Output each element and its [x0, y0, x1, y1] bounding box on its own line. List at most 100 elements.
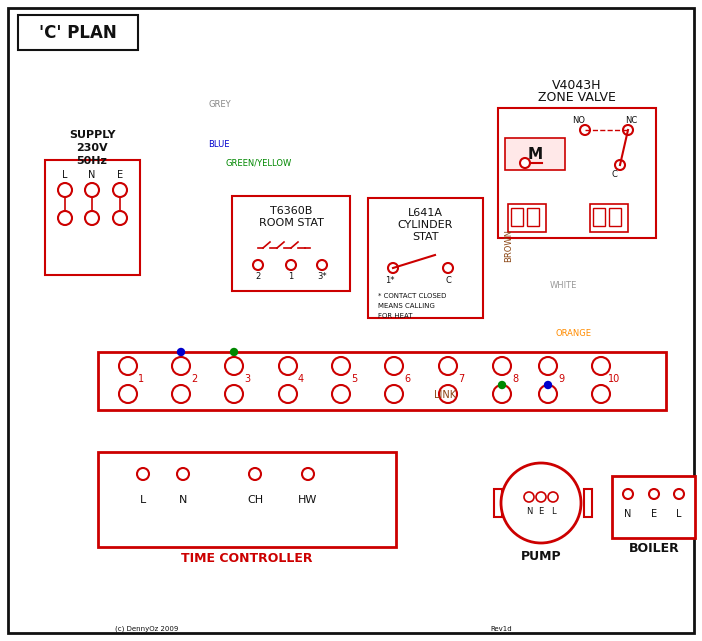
- Text: ROOM STAT: ROOM STAT: [258, 218, 324, 228]
- Bar: [511, 208, 523, 226]
- Circle shape: [58, 211, 72, 225]
- Text: M: M: [527, 147, 543, 162]
- Text: GREY: GREY: [208, 99, 231, 108]
- Circle shape: [524, 492, 534, 502]
- Text: SUPPLY: SUPPLY: [69, 130, 115, 140]
- Circle shape: [592, 357, 610, 375]
- Circle shape: [113, 211, 127, 225]
- Text: 1*: 1*: [385, 276, 395, 285]
- Text: 6: 6: [404, 374, 410, 384]
- Circle shape: [225, 357, 243, 375]
- Circle shape: [172, 385, 190, 403]
- Circle shape: [501, 463, 581, 543]
- Circle shape: [439, 357, 457, 375]
- Text: N: N: [179, 495, 187, 505]
- Bar: [494, 489, 502, 517]
- Text: ORANGE: ORANGE: [555, 328, 591, 338]
- Text: N: N: [624, 509, 632, 519]
- Text: L: L: [62, 170, 68, 180]
- Text: 230V: 230V: [77, 143, 108, 153]
- Text: Rev1d: Rev1d: [490, 626, 512, 632]
- Circle shape: [493, 385, 511, 403]
- Text: 2: 2: [256, 272, 260, 281]
- Bar: [505, 138, 565, 170]
- Text: L: L: [140, 495, 146, 505]
- Circle shape: [302, 468, 314, 480]
- Text: 9: 9: [558, 374, 564, 384]
- Circle shape: [520, 158, 530, 168]
- Circle shape: [279, 385, 297, 403]
- Text: E: E: [117, 170, 123, 180]
- Circle shape: [119, 385, 137, 403]
- Text: 'C' PLAN: 'C' PLAN: [39, 24, 117, 42]
- Circle shape: [230, 349, 237, 356]
- Circle shape: [225, 385, 243, 403]
- Text: TIME CONTROLLER: TIME CONTROLLER: [181, 551, 313, 565]
- Text: BOILER: BOILER: [628, 542, 680, 556]
- Bar: [609, 208, 621, 226]
- Circle shape: [388, 263, 398, 273]
- Bar: [368, 198, 483, 318]
- Circle shape: [536, 492, 546, 502]
- Text: CH: CH: [247, 495, 263, 505]
- Circle shape: [443, 263, 453, 273]
- Text: C: C: [445, 276, 451, 285]
- Text: L: L: [676, 509, 682, 519]
- Text: FOR HEAT: FOR HEAT: [378, 313, 413, 319]
- Circle shape: [649, 489, 659, 499]
- Text: 7: 7: [458, 374, 464, 384]
- Circle shape: [177, 468, 189, 480]
- Bar: [612, 476, 695, 538]
- Text: N: N: [88, 170, 95, 180]
- Circle shape: [493, 357, 511, 375]
- Text: MEANS CALLING: MEANS CALLING: [378, 303, 435, 309]
- Circle shape: [332, 357, 350, 375]
- Circle shape: [623, 489, 633, 499]
- Circle shape: [545, 381, 552, 388]
- Text: 5: 5: [351, 374, 357, 384]
- Text: BLUE: BLUE: [208, 140, 230, 149]
- Circle shape: [317, 260, 327, 270]
- Bar: [98, 352, 666, 410]
- Bar: [18, 15, 138, 50]
- Text: E: E: [651, 509, 657, 519]
- Text: 3: 3: [244, 374, 250, 384]
- Text: GREEN/YELLOW: GREEN/YELLOW: [225, 158, 291, 167]
- Circle shape: [172, 357, 190, 375]
- Circle shape: [580, 125, 590, 135]
- Circle shape: [253, 260, 263, 270]
- Circle shape: [548, 492, 558, 502]
- Bar: [98, 452, 396, 547]
- Text: (c) DennyOz 2009: (c) DennyOz 2009: [115, 626, 178, 632]
- Circle shape: [615, 160, 625, 170]
- Text: 10: 10: [608, 374, 620, 384]
- Circle shape: [249, 468, 261, 480]
- Bar: [593, 208, 605, 226]
- Circle shape: [119, 357, 137, 375]
- Circle shape: [385, 357, 403, 375]
- Circle shape: [85, 211, 99, 225]
- Bar: [590, 204, 628, 232]
- Bar: [584, 489, 592, 517]
- Text: 2: 2: [191, 374, 197, 384]
- Circle shape: [113, 183, 127, 197]
- Text: CYLINDER: CYLINDER: [397, 220, 453, 230]
- Text: STAT: STAT: [412, 232, 438, 242]
- Text: ZONE VALVE: ZONE VALVE: [538, 90, 616, 103]
- Text: E: E: [538, 506, 543, 515]
- Text: NC: NC: [625, 115, 637, 124]
- Circle shape: [137, 468, 149, 480]
- Text: * CONTACT CLOSED: * CONTACT CLOSED: [378, 293, 446, 299]
- Text: PUMP: PUMP: [521, 551, 562, 563]
- Bar: [45, 160, 140, 275]
- Text: LINK: LINK: [434, 390, 456, 400]
- Bar: [498, 108, 656, 238]
- Bar: [232, 196, 350, 291]
- Circle shape: [623, 125, 633, 135]
- Text: N: N: [526, 506, 532, 515]
- Circle shape: [439, 385, 457, 403]
- Text: C: C: [611, 169, 617, 178]
- Text: L: L: [550, 506, 555, 515]
- Text: 50Hz: 50Hz: [77, 156, 107, 166]
- Circle shape: [498, 381, 505, 388]
